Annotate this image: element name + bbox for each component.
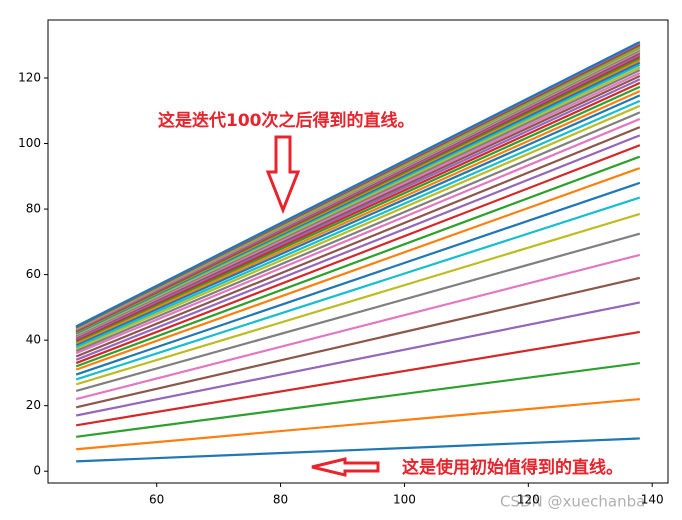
line	[75, 196, 641, 381]
line	[75, 78, 641, 340]
line	[75, 66, 641, 336]
x-tick-label: 140	[641, 493, 664, 507]
y-tick-label: 80	[26, 202, 41, 216]
line	[75, 144, 641, 365]
x-tick-label: 120	[517, 493, 540, 507]
x-tick-label: 100	[393, 493, 416, 507]
line	[75, 81, 641, 342]
line	[75, 212, 641, 386]
line	[75, 72, 641, 338]
x-tick-label: 60	[149, 493, 164, 507]
line	[75, 301, 641, 417]
line	[75, 85, 641, 343]
y-tick-label: 100	[18, 136, 41, 150]
annotation: 这是使用初始值得到的直线。	[402, 457, 623, 478]
line	[75, 40, 641, 328]
line	[75, 104, 641, 350]
line	[75, 75, 641, 339]
line	[75, 99, 641, 348]
line	[75, 94, 641, 346]
line	[75, 117, 641, 355]
x-tick-label: 80	[273, 493, 288, 507]
line	[75, 167, 641, 371]
line	[75, 126, 641, 358]
watermark: CSDN @xuechanba	[500, 493, 645, 511]
line	[75, 253, 641, 401]
line	[75, 69, 641, 337]
y-tick-label: 60	[26, 267, 41, 281]
left-arrow	[311, 457, 380, 477]
line	[76, 398, 640, 451]
line	[75, 155, 641, 368]
line	[75, 232, 641, 392]
line	[75, 181, 641, 376]
y-tick-label: 120	[18, 70, 41, 84]
line	[75, 111, 641, 352]
down-arrow	[265, 135, 301, 215]
annotation: 这是迭代100次之后得到的直线。	[158, 110, 415, 131]
line	[75, 134, 641, 361]
line	[76, 361, 640, 438]
line	[75, 276, 641, 409]
line	[76, 330, 640, 427]
line	[76, 437, 640, 463]
lines	[75, 40, 641, 463]
y-tick-label: 0	[33, 464, 41, 478]
y-tick-label: 40	[26, 333, 41, 347]
plot-frame	[47, 19, 669, 484]
line	[75, 90, 641, 345]
y-tick-label: 20	[26, 398, 41, 412]
